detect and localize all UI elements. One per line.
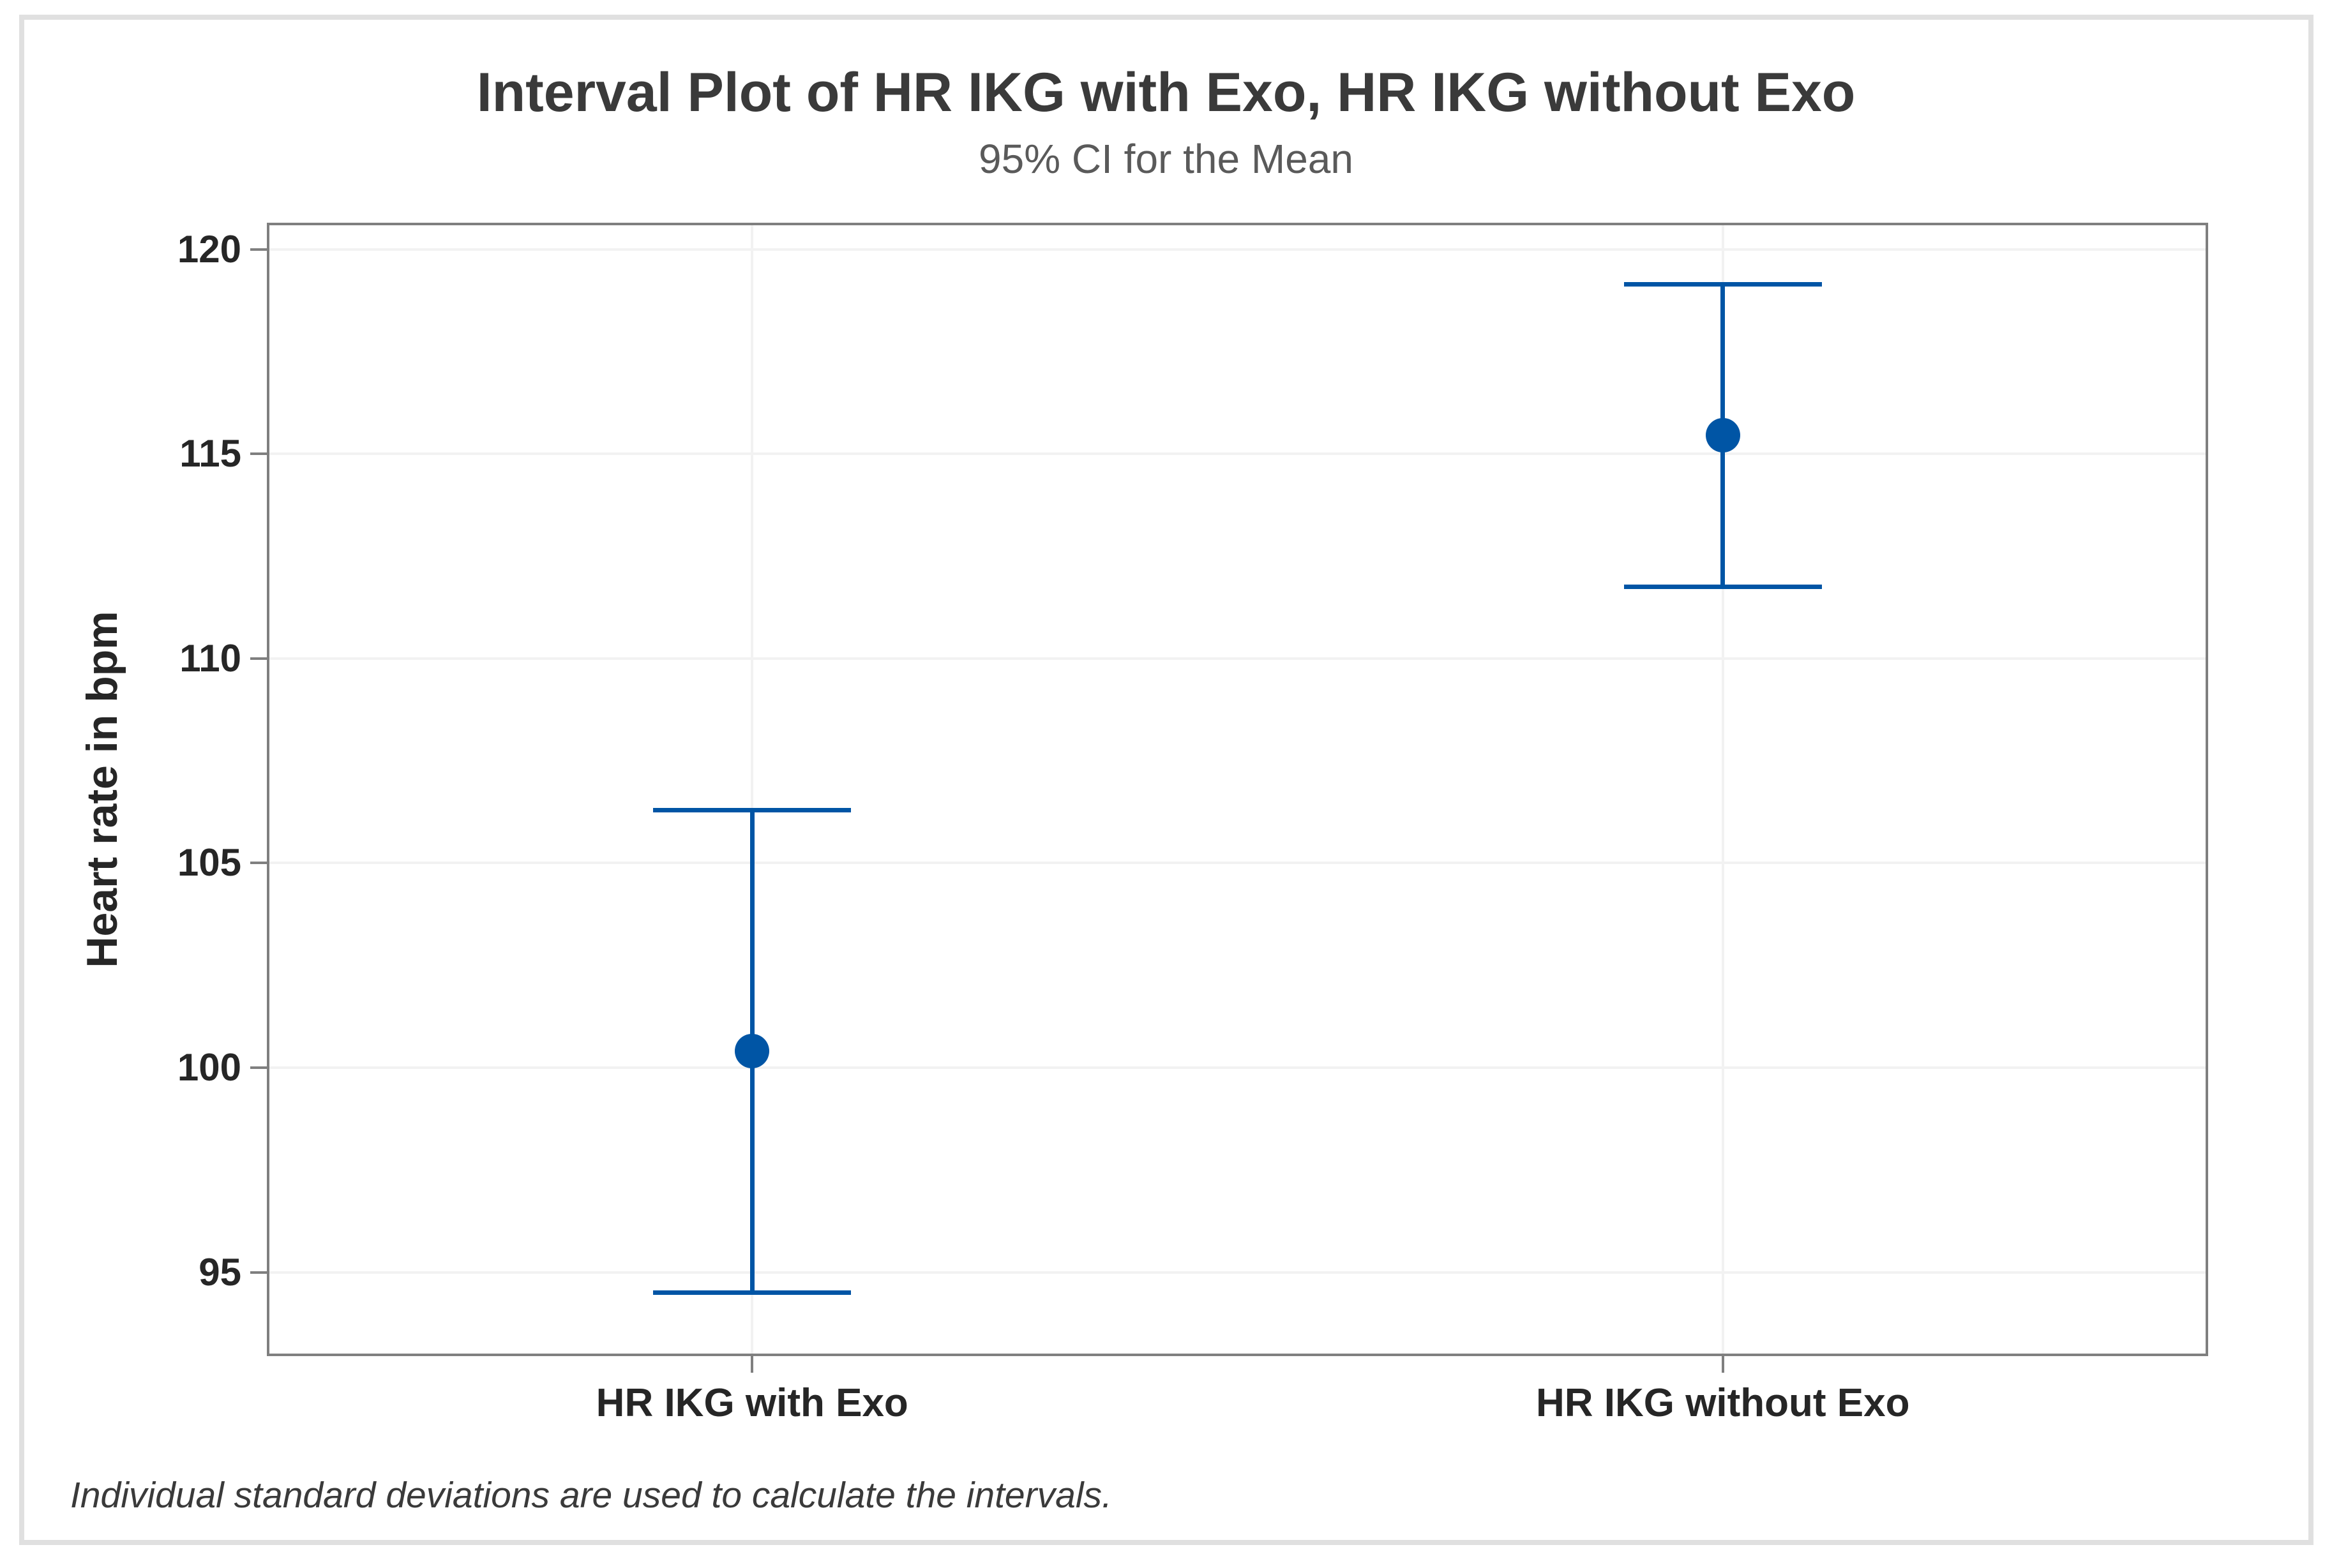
x-tick	[1721, 1356, 1724, 1373]
category-gridline	[751, 223, 754, 1356]
y-tick	[250, 248, 267, 251]
mean-dot	[1705, 418, 1740, 453]
y-tick	[250, 452, 267, 456]
interval-cap-upper	[1623, 281, 1822, 287]
y-tick	[250, 862, 267, 865]
y-gridline	[267, 1271, 2208, 1274]
footnote: Individual standard deviations are used …	[70, 1475, 1112, 1516]
y-gridline	[267, 248, 2208, 251]
y-tick-label: 115	[179, 432, 241, 475]
y-gridline	[267, 452, 2208, 456]
y-gridline	[267, 657, 2208, 660]
y-tick	[250, 1271, 267, 1274]
y-tick-label: 100	[177, 1045, 241, 1089]
mean-dot	[735, 1034, 770, 1069]
y-tick-label: 105	[177, 841, 241, 885]
y-tick-label: 95	[199, 1250, 241, 1294]
y-axis-title: Heart rate in bpm	[78, 611, 126, 968]
interval-cap-lower	[653, 1290, 852, 1295]
y-tick-label: 110	[179, 636, 241, 680]
interval-cap-upper	[653, 807, 852, 812]
x-category-label: HR IKG with Exo	[596, 1381, 908, 1425]
y-gridline	[267, 1066, 2208, 1069]
chart-subtitle: 95% CI for the Mean	[979, 136, 1353, 182]
x-tick	[751, 1356, 754, 1373]
plot-background	[267, 223, 2208, 1356]
x-category-label: HR IKG without Exo	[1535, 1381, 1910, 1425]
y-tick	[250, 1066, 267, 1069]
y-tick	[250, 657, 267, 660]
interval-cap-lower	[1623, 585, 1822, 590]
category-gridline	[1721, 223, 1724, 1356]
y-tick-label: 120	[177, 227, 241, 271]
plot-area-border	[267, 223, 2208, 1356]
chart-title: Interval Plot of HR IKG with Exo, HR IKG…	[476, 62, 1856, 123]
y-gridline	[267, 862, 2208, 865]
